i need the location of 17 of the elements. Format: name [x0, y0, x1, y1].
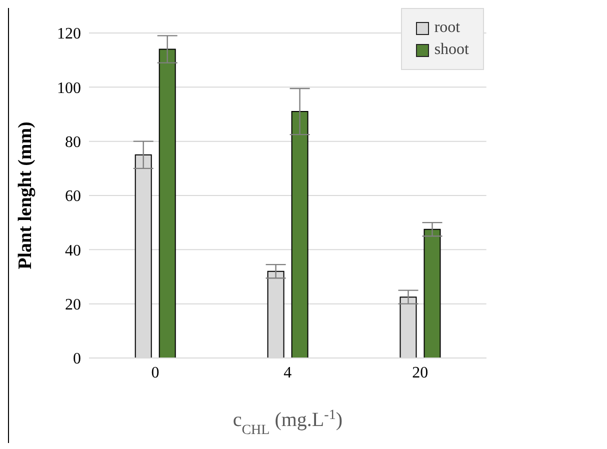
y-tick-label: 120	[57, 26, 81, 43]
bar	[291, 111, 308, 358]
y-tick-label: 0	[73, 350, 81, 368]
y-tick-label: 40	[65, 242, 81, 260]
y-tick-label: 100	[57, 80, 81, 97]
y-tick-label: 80	[65, 134, 81, 152]
bar	[158, 48, 176, 358]
y-tick-label: 20	[65, 296, 81, 314]
y-axis-title: Plant lenght (mm)	[15, 122, 36, 270]
x-tick-label: 20	[412, 364, 428, 382]
x-axis-title: c$_{CHL}$ (mg.L$^{-1}$)	[232, 408, 342, 438]
x-tick-label: 4	[284, 364, 292, 382]
legend-label: root	[434, 19, 460, 37]
y-tick-label: 60	[65, 188, 81, 206]
bar	[424, 228, 441, 358]
legend-label: shoot	[434, 41, 469, 59]
x-tick-label: 0	[151, 364, 160, 382]
